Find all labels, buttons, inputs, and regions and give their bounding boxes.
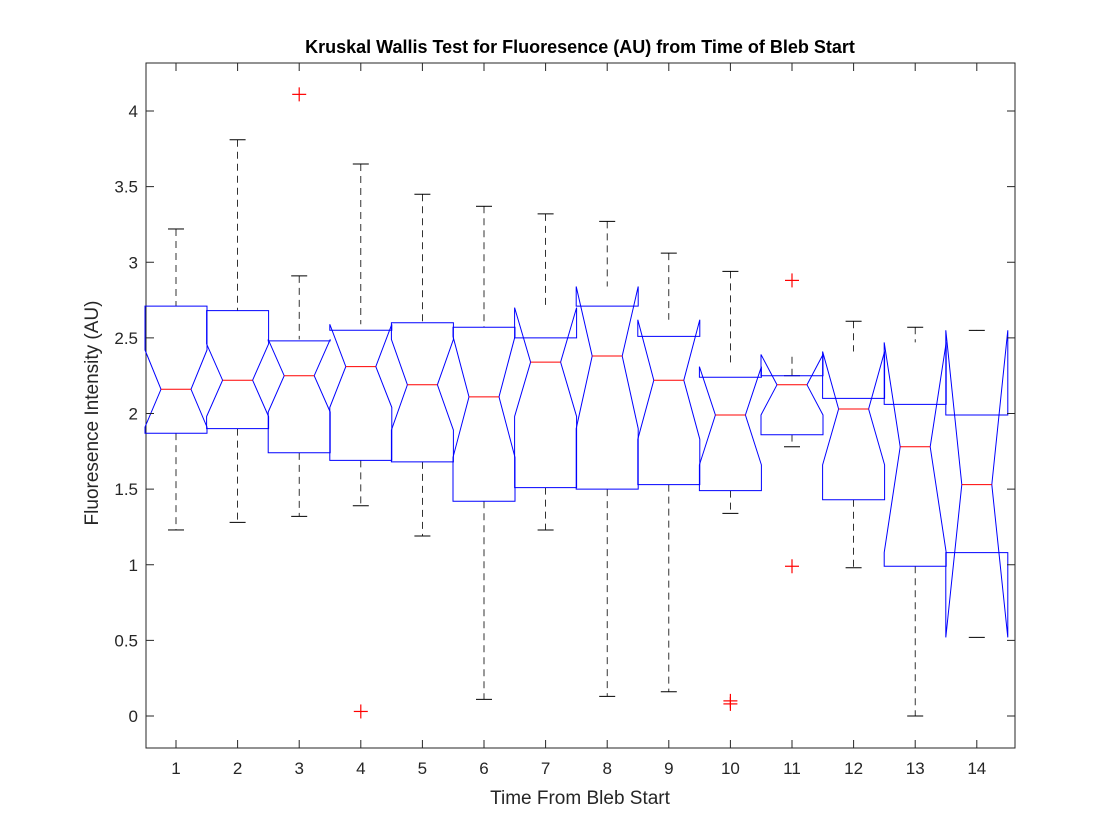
box-group-9 <box>637 252 701 693</box>
x-tick-label: 11 <box>783 759 801 778</box>
x-tick-label: 3 <box>294 759 303 778</box>
outlier-point <box>785 273 799 288</box>
x-axis-label: Time From Bleb Start <box>490 788 671 809</box>
plot-area <box>145 62 1016 749</box>
box-body <box>945 330 1009 638</box>
y-tick-label: 3 <box>129 253 138 272</box>
outlier-point <box>785 559 799 574</box>
x-tick-label: 1 <box>171 759 180 778</box>
x-tick-label: 14 <box>967 759 986 778</box>
box-body <box>637 319 701 486</box>
y-tick-label: 4 <box>129 102 138 121</box>
box-body <box>390 322 454 463</box>
outlier-point <box>723 696 738 711</box>
x-tick-label: 5 <box>418 759 427 778</box>
x-tick-label: 4 <box>356 759 365 778</box>
x-tick-label: 12 <box>844 759 863 778</box>
y-tick-label: 1.5 <box>114 480 138 499</box>
box-group-14 <box>945 329 1009 638</box>
y-tick-label: 2 <box>129 405 138 424</box>
x-tick-label: 2 <box>233 759 242 778</box>
x-tick-label: 9 <box>664 759 673 778</box>
box-group-5 <box>390 193 454 537</box>
box-body <box>698 366 762 492</box>
box-group-10 <box>698 270 762 711</box>
y-tick-label: 3.5 <box>114 178 138 197</box>
x-tick-label: 7 <box>541 759 550 778</box>
box-group-1 <box>144 228 208 531</box>
x-tick-label: 13 <box>906 759 925 778</box>
x-tick-label: 10 <box>721 759 740 778</box>
outlier-point <box>292 87 307 102</box>
x-axis: 1 2 3 4 5 6 7 8 9 10 11 12 13 14 <box>171 63 986 778</box>
y-tick-label: 0.5 <box>114 631 138 650</box>
boxes-layer <box>144 87 1009 719</box>
y-tick-label: 2.5 <box>114 329 138 348</box>
y-tick-label: 0 <box>129 707 138 726</box>
x-tick-label: 8 <box>602 759 611 778</box>
y-tick-label: 1 <box>129 556 138 575</box>
y-axis-label: Fluoresence Intensity (AU) <box>82 301 103 526</box>
x-tick-label: 6 <box>479 759 488 778</box>
chart-title: Kruskal Wallis Test for Fluoresence (AU)… <box>305 37 855 57</box>
box-body <box>144 305 208 434</box>
y-axis: 0 0.5 1 1.5 2 2.5 3 3.5 4 <box>114 102 1015 726</box>
outlier-point <box>353 704 368 719</box>
